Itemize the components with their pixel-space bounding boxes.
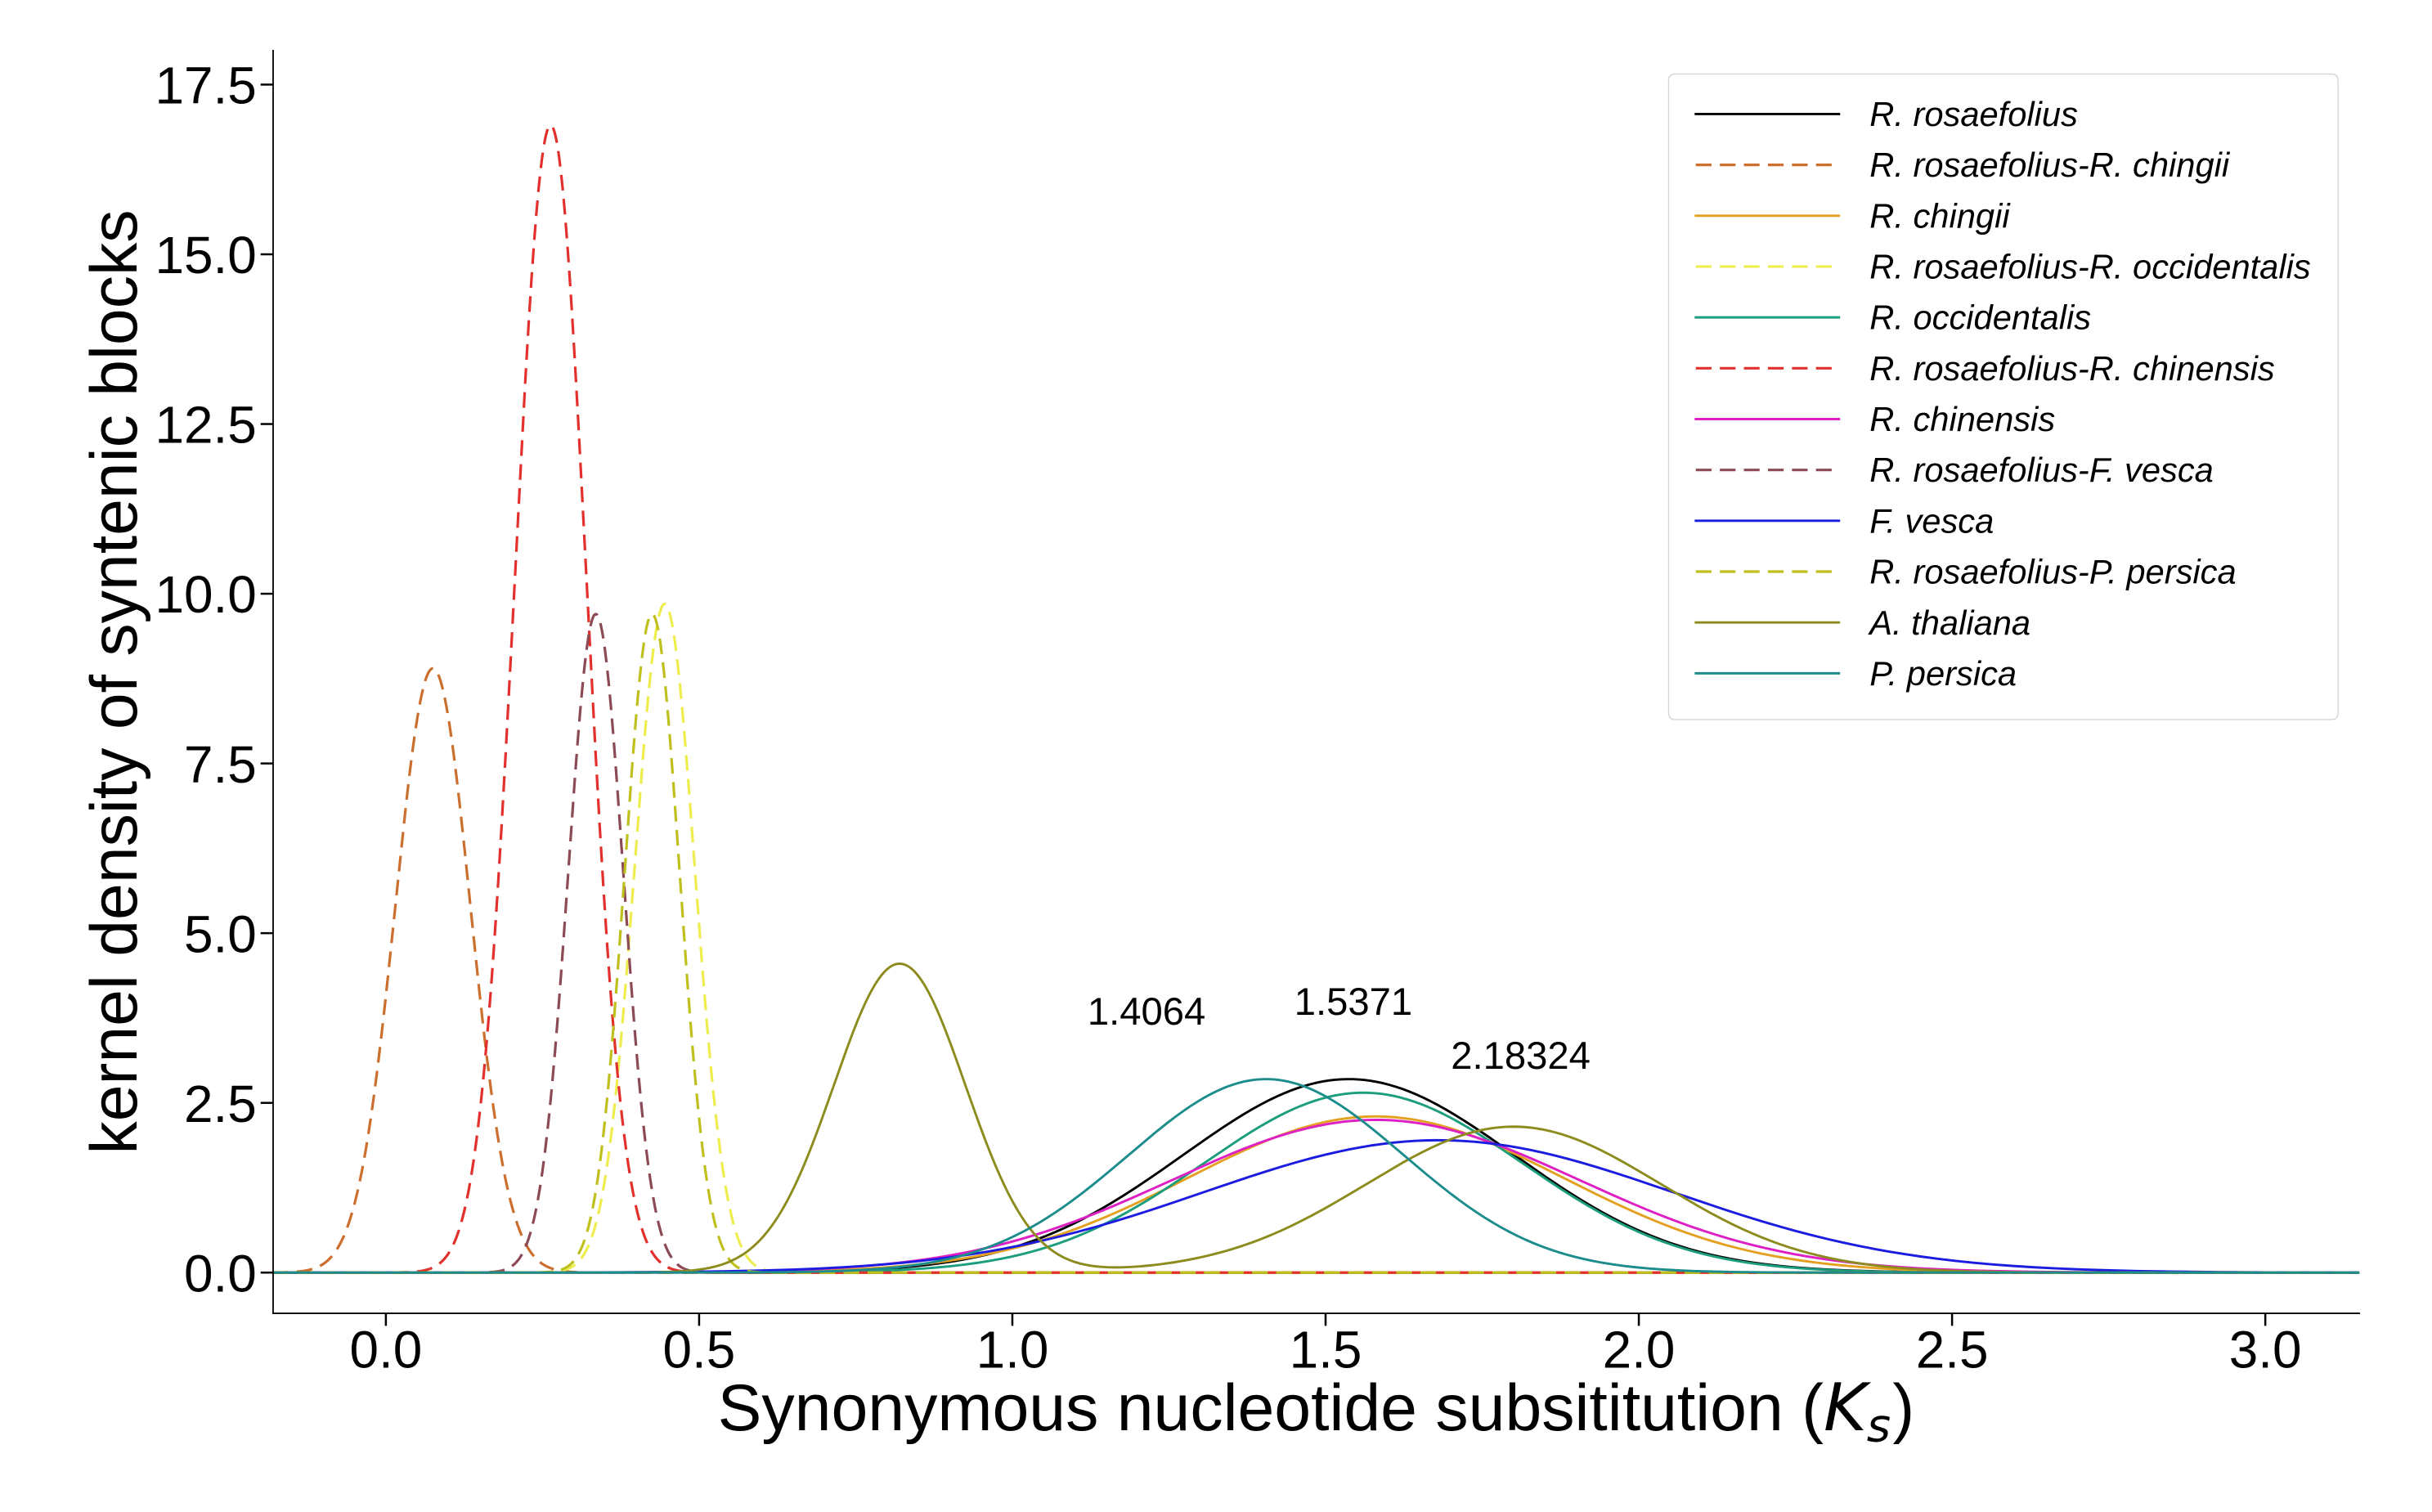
svg-text:2.18324: 2.18324 bbox=[1451, 1034, 1591, 1078]
svg-text:R. rosaefolius-F. vesca: R. rosaefolius-F. vesca bbox=[1869, 451, 2214, 489]
svg-text:1.0: 1.0 bbox=[976, 1320, 1049, 1379]
svg-text:R. chinensis: R. chinensis bbox=[1869, 400, 2055, 438]
svg-text:R. rosaefolius-R. occidentalis: R. rosaefolius-R. occidentalis bbox=[1869, 248, 2310, 286]
svg-text:R. chingii: R. chingii bbox=[1869, 196, 2011, 235]
svg-text:kernel density of syntenic blo: kernel density of syntenic blocks bbox=[78, 209, 151, 1154]
svg-text:R. rosaefolius-R. chingii: R. rosaefolius-R. chingii bbox=[1869, 146, 2231, 184]
svg-text:17.5: 17.5 bbox=[155, 56, 257, 115]
svg-text:S y n o: S y n o n y m o u s n u c l e o t i d e … bbox=[718, 1369, 1920, 1452]
svg-text:A. thaliana: A. thaliana bbox=[1867, 603, 2030, 642]
svg-text:12.5: 12.5 bbox=[155, 396, 257, 455]
svg-text:1.5: 1.5 bbox=[1290, 1320, 1362, 1379]
svg-text:2.5: 2.5 bbox=[1916, 1320, 1989, 1379]
svg-text:2.5: 2.5 bbox=[184, 1075, 257, 1133]
svg-text:F. vesca: F. vesca bbox=[1869, 501, 1994, 540]
svg-text:1.5371: 1.5371 bbox=[1295, 980, 1412, 1024]
svg-text:1.4064: 1.4064 bbox=[1088, 990, 1205, 1034]
svg-text:P. persica: P. persica bbox=[1869, 654, 2017, 693]
svg-text:5.0: 5.0 bbox=[184, 904, 257, 963]
svg-text:R. rosaefolius: R. rosaefolius bbox=[1869, 95, 2078, 133]
svg-text:2.0: 2.0 bbox=[1603, 1320, 1676, 1379]
svg-text:R. rosaefolius-P. persica: R. rosaefolius-P. persica bbox=[1869, 553, 2236, 591]
svg-text:R. rosaefolius-R. chinensis: R. rosaefolius-R. chinensis bbox=[1869, 349, 2274, 388]
svg-text:15.0: 15.0 bbox=[155, 226, 257, 285]
svg-text:3.0: 3.0 bbox=[2229, 1320, 2302, 1379]
svg-text:0.0: 0.0 bbox=[349, 1320, 422, 1379]
svg-text:R. occidentalis: R. occidentalis bbox=[1869, 298, 2091, 337]
svg-text:7.5: 7.5 bbox=[184, 735, 257, 794]
svg-text:10.0: 10.0 bbox=[155, 565, 257, 624]
svg-text:0.5: 0.5 bbox=[663, 1320, 736, 1379]
svg-text:0.0: 0.0 bbox=[184, 1244, 257, 1303]
